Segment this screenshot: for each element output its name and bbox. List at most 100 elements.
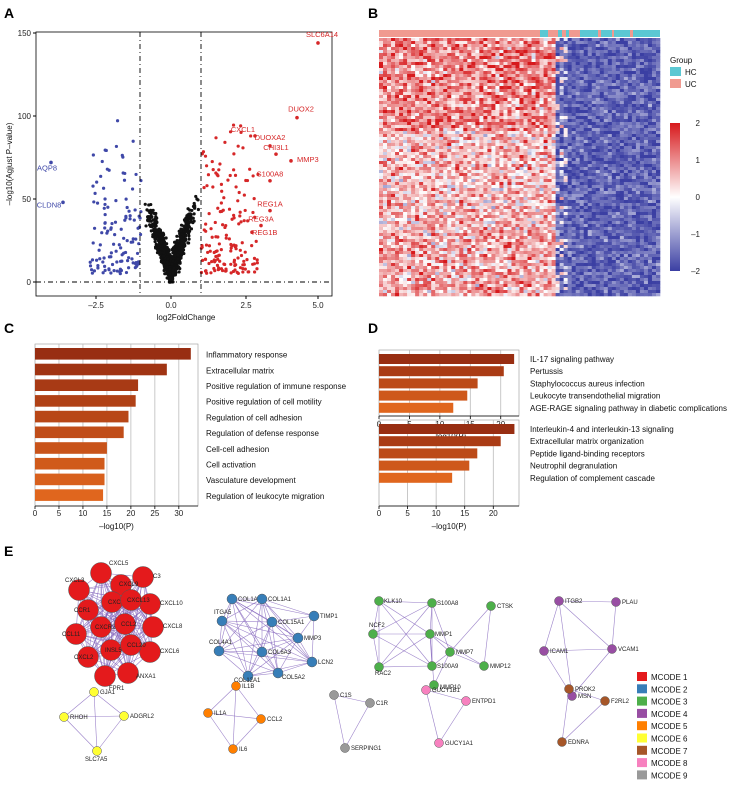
heatmap-cell	[519, 236, 524, 240]
heatmap-cell	[407, 251, 412, 255]
heatmap-cell	[519, 167, 524, 171]
heatmap-cell	[383, 185, 388, 189]
volcano-point	[208, 249, 212, 253]
heatmap-cell	[415, 161, 420, 165]
heatmap-cell	[519, 197, 524, 201]
heatmap-cell	[487, 122, 492, 126]
heatmap-cell	[519, 275, 524, 279]
heatmap-cell	[459, 209, 464, 213]
heatmap-cell	[471, 185, 476, 189]
heatmap-cell	[467, 227, 472, 231]
heatmap-cell	[395, 62, 400, 66]
heatmap-cell	[467, 272, 472, 276]
heatmap-cell	[467, 236, 472, 240]
heatmap-cell	[439, 185, 444, 189]
heatmap-cell	[535, 86, 540, 90]
heatmap-cell	[539, 41, 544, 45]
heatmap-cell	[479, 41, 484, 45]
heatmap-cell	[535, 44, 540, 48]
heatmap-cell	[551, 77, 556, 81]
heatmap-cell	[511, 239, 516, 243]
heatmap-cell	[407, 167, 412, 171]
heatmap-cell	[411, 104, 416, 108]
heatmap-cell	[383, 134, 388, 138]
heatmap-cell	[463, 125, 468, 129]
heatmap-cell	[395, 215, 400, 219]
heatmap-cell	[467, 188, 472, 192]
heatmap-cell	[431, 47, 436, 51]
heatmap-cell	[507, 278, 512, 282]
heatmap-cell	[547, 158, 552, 162]
heatmap-cell	[387, 185, 392, 189]
heatmap-cell	[447, 215, 452, 219]
heatmap-cell	[535, 272, 540, 276]
heatmap-cell	[379, 200, 384, 204]
heatmap-cell	[507, 68, 512, 72]
heatmap-cell	[503, 269, 508, 273]
heatmap-cell	[499, 47, 504, 51]
heatmap-cell	[463, 71, 468, 75]
y-tick: 0	[27, 278, 32, 287]
heatmap-cell	[387, 56, 392, 60]
heatmap-cell	[415, 107, 420, 111]
heatmap-cell	[443, 191, 448, 195]
heatmap-cell	[427, 122, 432, 126]
heatmap-cell	[483, 80, 488, 84]
heatmap-cell	[519, 164, 524, 168]
heatmap-cell	[479, 68, 484, 72]
heatmap-cell	[455, 263, 460, 267]
heatmap-cell	[455, 140, 460, 144]
heatmap-cell	[531, 287, 536, 291]
volcano-point	[100, 159, 104, 164]
heatmap-cell	[455, 197, 460, 201]
heatmap-cell	[519, 176, 524, 180]
heatmap-cell	[383, 107, 388, 111]
heatmap-cell	[471, 140, 476, 144]
heatmap-cell	[383, 230, 388, 234]
heatmap-cell	[427, 116, 432, 120]
heatmap-cell	[403, 65, 408, 69]
heatmap-cell	[463, 173, 468, 177]
heatmap-cell	[383, 224, 388, 228]
heatmap-cell	[387, 131, 392, 135]
heatmap-cell	[523, 125, 528, 129]
heatmap-cell	[471, 86, 476, 90]
heatmap-cell	[399, 80, 404, 84]
heatmap-cell	[427, 233, 432, 237]
heatmap-cell	[403, 290, 408, 294]
volcano-point	[223, 269, 228, 273]
heatmap-cell	[507, 62, 512, 66]
heatmap-cell	[407, 146, 412, 150]
heatmap-cell	[463, 44, 468, 48]
heatmap-cell	[547, 62, 552, 66]
heatmap-cell	[399, 212, 404, 216]
heatmap-cell	[451, 155, 456, 159]
heatmap-cell	[479, 188, 484, 192]
heatmap-cell	[415, 41, 420, 45]
heatmap-cell	[543, 278, 548, 282]
heatmap-cell	[523, 62, 528, 66]
heatmap-cell	[487, 203, 492, 207]
volcano-point	[236, 199, 240, 203]
heatmap-cell	[411, 284, 416, 288]
heatmap-cell	[379, 158, 384, 162]
heatmap-cell	[539, 146, 544, 150]
heatmap-cell	[523, 134, 528, 138]
heatmap-cell	[443, 227, 448, 231]
heatmap-cell	[455, 38, 460, 42]
heatmap-cell	[439, 62, 444, 66]
heatmap-cell	[467, 116, 472, 120]
heatmap-cell	[467, 101, 472, 105]
heatmap-cell	[419, 167, 424, 171]
heatmap-cell	[431, 257, 436, 261]
heatmap-cell	[435, 122, 440, 126]
heatmap-cell	[511, 122, 516, 126]
heatmap-cell	[455, 110, 460, 114]
heatmap-cell	[547, 182, 552, 186]
heatmap-cell	[451, 188, 456, 192]
heatmap-cell	[439, 110, 444, 114]
heatmap-cell	[403, 50, 408, 54]
heatmap-cell	[447, 293, 452, 297]
heatmap-cell	[443, 86, 448, 90]
heatmap-cell	[415, 77, 420, 81]
